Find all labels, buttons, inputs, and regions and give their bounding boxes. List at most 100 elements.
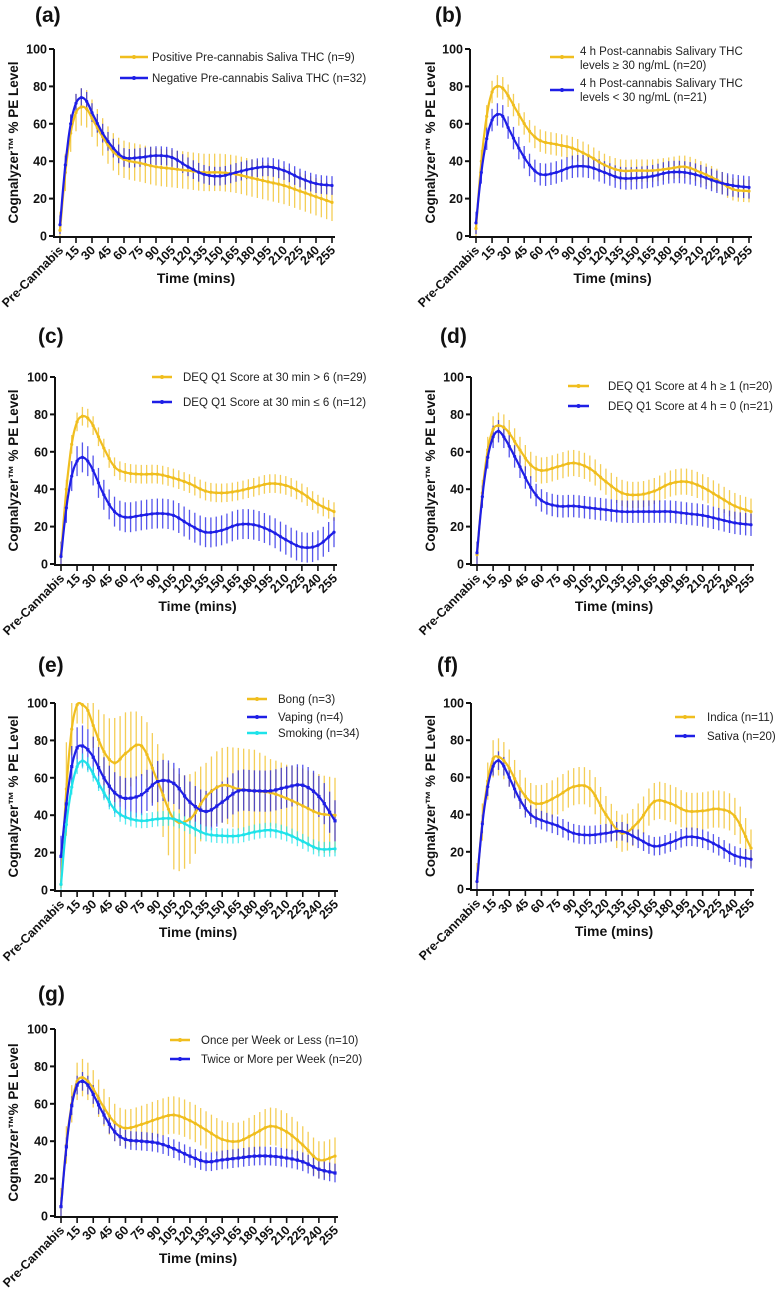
data-point: [112, 510, 117, 514]
legend-marker: [255, 731, 259, 735]
data-point: [701, 809, 705, 813]
data-point: [306, 1148, 310, 1153]
data-point: [327, 535, 331, 539]
data-point: [597, 168, 601, 172]
data-point: [631, 493, 635, 497]
data-point: [668, 481, 673, 486]
data-point: [85, 107, 89, 111]
data-point: [684, 835, 689, 839]
data-point: [631, 825, 635, 830]
data-point: [706, 839, 710, 843]
data-point: [491, 427, 495, 431]
data-point: [744, 835, 748, 839]
data-point: [177, 1149, 181, 1153]
x-tick-label: Pre-Cannabis: [416, 896, 483, 963]
data-point: [175, 167, 179, 171]
data-point: [738, 855, 742, 859]
data-point: [597, 160, 601, 164]
data-point: [79, 96, 83, 100]
data-point: [91, 1092, 95, 1097]
y-tick-label: 100: [443, 697, 464, 711]
data-point: [123, 470, 127, 474]
data-point: [706, 488, 710, 492]
data-point: [656, 173, 660, 177]
data-point: [658, 487, 662, 491]
data-point: [255, 166, 259, 170]
data-point: [225, 526, 229, 531]
y-tick-label: 80: [449, 80, 463, 94]
data-point: [223, 171, 227, 175]
data-point: [604, 831, 608, 835]
data-point: [322, 1158, 326, 1162]
data-point: [480, 495, 484, 499]
data-point: [172, 1147, 176, 1151]
data-point: [690, 835, 694, 839]
y-tick-label: 100: [27, 697, 48, 711]
series-lines: [475, 424, 753, 557]
data-point: [511, 103, 516, 107]
data-point: [182, 1116, 187, 1120]
data-point: [550, 503, 554, 507]
data-point: [534, 802, 538, 806]
data-point: [529, 813, 533, 817]
data-point: [252, 1154, 257, 1158]
data-point: [59, 882, 63, 886]
data-point: [129, 817, 133, 821]
data-point: [565, 166, 569, 171]
data-point: [474, 221, 478, 225]
data-point: [117, 152, 121, 156]
data-point: [246, 487, 250, 491]
data-point: [231, 1139, 235, 1144]
y-tick-label: 80: [34, 734, 48, 748]
data-point: [236, 834, 240, 838]
data-point: [688, 171, 692, 175]
data-point: [674, 804, 678, 808]
error-bars: [60, 406, 335, 564]
legend-marker: [178, 1057, 182, 1061]
data-point: [651, 174, 655, 178]
data-point: [279, 786, 283, 790]
data-point: [592, 157, 596, 161]
data-point: [491, 757, 495, 761]
data-point: [555, 794, 560, 798]
data-point: [150, 818, 154, 822]
data-point: [193, 1121, 197, 1126]
data-point: [250, 167, 254, 171]
data-point: [199, 1125, 203, 1129]
legend-marker: [683, 734, 687, 738]
data-point: [107, 456, 111, 461]
data-point: [555, 465, 560, 469]
y-tick-label: 60: [449, 117, 463, 131]
data-point: [333, 819, 337, 823]
legend-marker: [576, 404, 581, 408]
data-point: [86, 459, 90, 463]
data-point: [314, 195, 318, 199]
y-tick-label: 60: [450, 771, 464, 785]
data-point: [647, 842, 651, 847]
data-point: [517, 146, 521, 150]
data-point: [220, 1158, 224, 1162]
data-point: [513, 454, 517, 458]
data-point: [722, 847, 726, 851]
data-point: [175, 158, 179, 162]
y-tick-label: 80: [34, 408, 48, 422]
y-tick-label: 80: [33, 80, 47, 94]
data-point: [193, 805, 197, 809]
data-point: [102, 493, 106, 497]
data-point: [695, 513, 699, 517]
data-point: [506, 125, 510, 130]
data-point: [139, 1139, 144, 1143]
data-point: [247, 1134, 251, 1139]
data-point: [171, 513, 176, 517]
y-tick-label: 60: [34, 445, 48, 459]
data-point: [241, 522, 245, 526]
data-point: [188, 817, 192, 821]
data-point: [91, 772, 95, 776]
data-point: [609, 830, 613, 834]
legend-entry: Smoking (n=34): [247, 728, 360, 740]
data-point: [70, 727, 74, 731]
data-point: [236, 1139, 240, 1143]
data-point: [193, 827, 197, 831]
data-point: [749, 857, 753, 861]
data-point: [268, 789, 273, 793]
